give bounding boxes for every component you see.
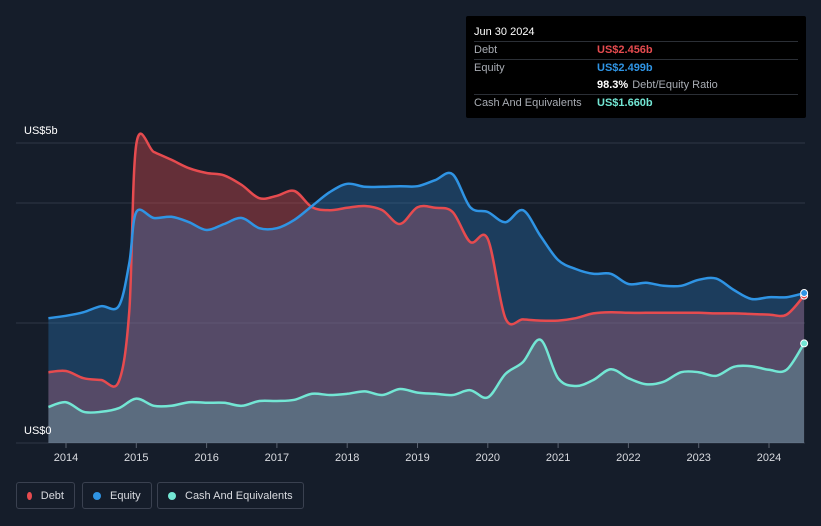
legend-debt-label: Debt <box>40 489 64 502</box>
x-tick-label: 2014 <box>54 452 78 464</box>
x-tick-label: 2018 <box>335 452 359 464</box>
equity-area <box>48 172 805 443</box>
tooltip-ratio-label: Debt/Equity Ratio <box>632 79 718 91</box>
tooltip-ratio-value: 98.3% <box>597 79 629 91</box>
tooltip-ratio-spacer <box>474 77 597 94</box>
tooltip-date: Jun 30 2024 <box>474 26 535 38</box>
tooltip-debt-label: Debt <box>474 44 498 56</box>
legend-item-equity[interactable]: Equity <box>82 482 152 509</box>
cash-line <box>48 338 806 414</box>
gridlines <box>16 142 805 444</box>
legend-item-debt[interactable]: Debt <box>16 482 75 509</box>
cash-area <box>48 339 805 443</box>
tooltip-equity-row: Equity US$2.499b <box>474 59 798 77</box>
debt-dot-icon <box>27 491 32 500</box>
x-tick-label: 2015 <box>124 452 148 464</box>
tooltip-ratio-row: 98.3% Debt/Equity Ratio <box>474 77 798 94</box>
equity-dot-icon <box>93 491 101 500</box>
cash-end-point <box>800 339 809 348</box>
cash-dot-icon <box>168 491 176 500</box>
tooltip-cash-label: Cash And Equivalents <box>474 97 582 109</box>
equity-line <box>48 171 805 320</box>
legend-equity-label: Equity <box>110 489 141 502</box>
legend-cash-label: Cash And Equivalents <box>185 489 293 502</box>
x-tick-label: 2020 <box>476 452 500 464</box>
series-areas <box>48 133 805 443</box>
tooltip-debt-value: US$2.456b <box>597 44 653 56</box>
tooltip-cash-value: US$1.660b <box>597 97 653 109</box>
x-tick-label: 2019 <box>405 452 429 464</box>
x-tick-label: 2022 <box>616 452 640 464</box>
x-tick-label: 2023 <box>686 452 710 464</box>
debt-line <box>48 132 806 388</box>
x-tick-label: 2017 <box>265 452 289 464</box>
legend-item-cash[interactable]: Cash And Equivalents <box>157 482 304 509</box>
x-tick-label: 2016 <box>194 452 218 464</box>
tooltip-equity-value: US$2.499b <box>597 62 653 74</box>
tooltip-cash-row: Cash And Equivalents US$1.660b <box>474 94 798 112</box>
x-tick-label: 2024 <box>757 452 781 464</box>
debt-area <box>48 133 805 443</box>
tooltip-equity-label: Equity <box>474 62 505 74</box>
y-axis-top-label: US$5b <box>24 125 58 137</box>
series-lines <box>48 132 806 414</box>
y-axis-bottom-label: US$0 <box>24 425 52 437</box>
tooltip-debt-row: Debt US$2.456b <box>474 41 798 59</box>
series-end-markers <box>800 289 809 348</box>
x-tick-label: 2021 <box>546 452 570 464</box>
x-axis-ticks: 2014 2015 2016 2017 2018 2019 2020 2021 2022 2023… <box>54 443 781 464</box>
tooltip: Jun 30 2024 Debt US$2.456b Equity US$2.4… <box>466 16 806 118</box>
equity-end-point <box>800 289 809 298</box>
